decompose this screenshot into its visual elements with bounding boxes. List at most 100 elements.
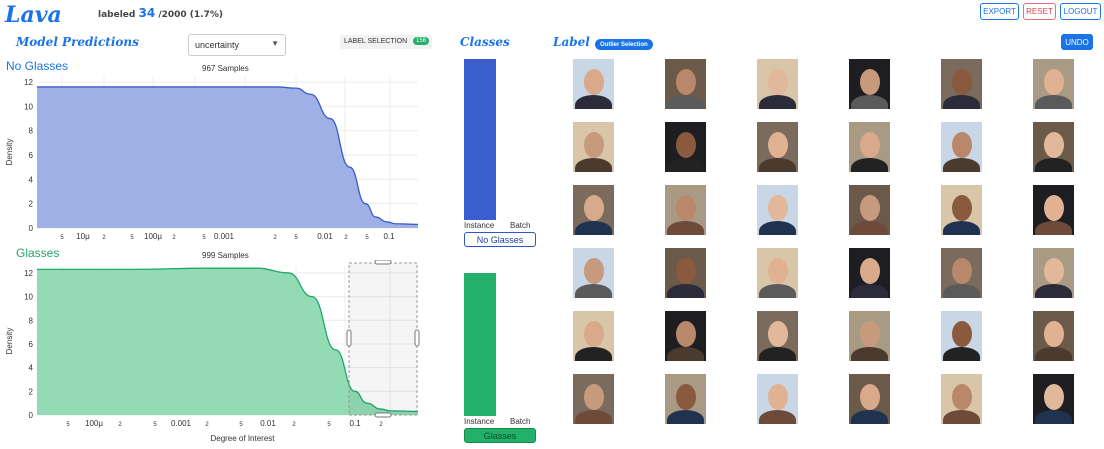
x-tick-label: 2 — [172, 235, 176, 241]
y-tick-label: 4 — [29, 364, 34, 373]
face-thumbnail[interactable] — [941, 311, 982, 361]
face-thumbnail[interactable] — [573, 311, 614, 361]
y-tick-label: 8 — [29, 127, 34, 136]
chevron-down-icon: ▼ — [271, 39, 279, 48]
brush-handle-top — [374, 260, 392, 265]
y-tick-label: 6 — [29, 340, 34, 349]
class-bar-glasses[interactable] — [464, 273, 496, 416]
face-thumbnail[interactable] — [573, 374, 614, 424]
face-thumbnail[interactable] — [849, 185, 890, 235]
y-tick-label: 6 — [29, 151, 34, 160]
face-thumbnail[interactable] — [573, 59, 614, 109]
brush-handle-bottom — [374, 412, 392, 418]
undo-button[interactable]: UNDO — [1061, 34, 1093, 50]
face-thumbnail[interactable] — [665, 248, 706, 298]
density-chart-no-glasses[interactable]: 0 2 4 6 8 10 12 5 10μ 2 5 100μ 2 5 0.001 2 5 0.01 2 5 0.1 Den… — [0, 72, 430, 244]
face-thumbnail[interactable] — [573, 248, 614, 298]
face-thumbnail[interactable] — [849, 311, 890, 361]
face-thumbnail[interactable] — [665, 374, 706, 424]
face-thumbnail[interactable] — [665, 59, 706, 109]
x-tick-label: 0.001 — [171, 419, 192, 428]
label-title: Label — [553, 35, 590, 49]
class-bar-no-glasses[interactable] — [464, 59, 496, 220]
class-button-glasses[interactable]: Glasses — [464, 428, 536, 443]
chart-title-glasses: Glasses — [16, 246, 60, 260]
x-tick-label: 5 — [153, 422, 157, 428]
x-tick-label: 5 — [66, 422, 70, 428]
face-thumbnail[interactable] — [1033, 185, 1074, 235]
face-thumbnail[interactable] — [941, 59, 982, 109]
face-thumbnail[interactable] — [757, 59, 798, 109]
face-thumbnail[interactable] — [1033, 248, 1074, 298]
face-thumbnail[interactable] — [665, 122, 706, 172]
samples-count-glasses: 999 Samples — [202, 251, 249, 260]
classes-title: Classes — [460, 35, 510, 49]
x-tick-label: 2 — [102, 235, 106, 241]
x-tick-label: 2 — [205, 422, 209, 428]
face-thumbnail[interactable] — [849, 374, 890, 424]
face-thumbnail[interactable] — [849, 59, 890, 109]
reset-button[interactable]: RESET — [1023, 3, 1056, 20]
face-thumbnail[interactable] — [941, 248, 982, 298]
face-thumbnail[interactable] — [1033, 311, 1074, 361]
batch-label: Batch — [510, 417, 531, 426]
labeled-total: /2000 (1.7%) — [158, 10, 223, 20]
class-button-no-glasses[interactable]: No Glasses — [464, 232, 536, 247]
face-thumbnail[interactable] — [665, 311, 706, 361]
model-predictions-title: Model Predictions — [16, 35, 139, 49]
x-tick-label: 2 — [379, 422, 383, 428]
face-thumbnail[interactable] — [573, 185, 614, 235]
density-area — [37, 86, 418, 228]
x-tick-label: 0.01 — [317, 232, 333, 241]
labeled-progress: labeled 34 /2000 (1.7%) — [98, 6, 223, 20]
face-thumbnail[interactable] — [849, 122, 890, 172]
density-area — [37, 268, 418, 415]
y-tick-label: 10 — [24, 293, 33, 302]
face-thumbnail[interactable] — [941, 122, 982, 172]
metric-dropdown[interactable]: uncertainty ▼ — [188, 34, 286, 56]
face-thumbnail[interactable] — [757, 374, 798, 424]
y-tick-label: 2 — [29, 200, 34, 209]
chart-title-no-glasses: No Glasses — [6, 59, 69, 73]
face-thumbnail[interactable] — [757, 248, 798, 298]
export-button[interactable]: EXPORT — [980, 3, 1019, 20]
face-thumbnail[interactable] — [757, 185, 798, 235]
x-tick-label: 0.1 — [349, 419, 361, 428]
logout-button[interactable]: LOGOUT — [1060, 3, 1101, 20]
y-tick-label: 10 — [24, 102, 33, 111]
brush-handle-left — [346, 329, 352, 347]
y-tick-label: 12 — [24, 269, 33, 278]
x-tick-label: 0.01 — [260, 419, 276, 428]
density-chart-glasses[interactable]: 0 2 4 6 8 10 12 5 100μ 2 5 0.001 2 5 0.01 2 5 0.1 2 Density… — [0, 260, 430, 449]
x-tick-label: 5 — [365, 235, 369, 241]
x-tick-label: 2 — [344, 235, 348, 241]
label-selection-count: 158 — [412, 37, 429, 45]
label-selection-text: LABEL SELECTION — [344, 38, 408, 45]
x-tick-label: 100μ — [85, 419, 103, 428]
brush-handle-right — [414, 329, 420, 347]
labeled-count: 34 — [138, 6, 156, 20]
face-thumbnail[interactable] — [1033, 374, 1074, 424]
batch-label: Batch — [510, 221, 531, 230]
face-thumbnail[interactable] — [941, 185, 982, 235]
face-thumbnail[interactable] — [941, 374, 982, 424]
face-thumbnail[interactable] — [1033, 59, 1074, 109]
x-tick-label: 2 — [292, 422, 296, 428]
face-thumbnail[interactable] — [757, 122, 798, 172]
y-tick-label: 0 — [29, 224, 34, 233]
face-thumbnail[interactable] — [757, 311, 798, 361]
outlier-selection-badge[interactable]: Outlier Selection — [595, 39, 653, 50]
y-axis-label: Density — [5, 328, 14, 355]
labeled-prefix: labeled — [98, 10, 136, 20]
face-thumbnail[interactable] — [849, 248, 890, 298]
brush-selection — [348, 262, 418, 416]
x-tick-label: 0.1 — [383, 232, 395, 241]
label-selection-button[interactable]: LABEL SELECTION 158 — [340, 35, 432, 49]
x-tick-label: 2 — [118, 422, 122, 428]
face-thumbnail[interactable] — [573, 122, 614, 172]
face-thumbnail[interactable] — [665, 185, 706, 235]
x-tick-label: 5 — [239, 422, 243, 428]
y-tick-label: 4 — [29, 175, 34, 184]
face-thumbnail[interactable] — [1033, 122, 1074, 172]
y-tick-label: 8 — [29, 316, 34, 325]
